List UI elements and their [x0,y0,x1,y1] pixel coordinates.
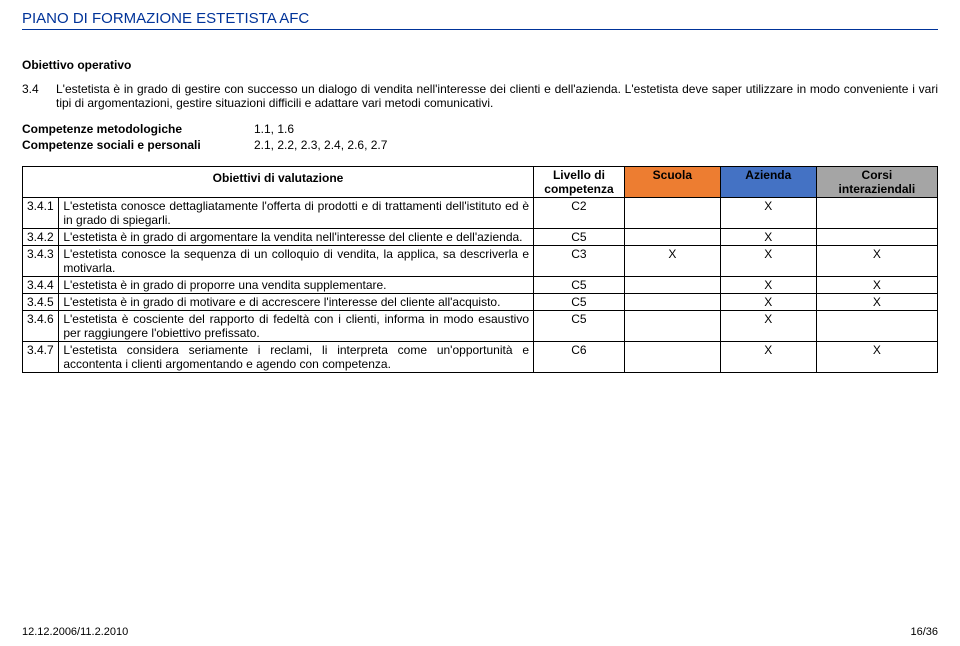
row-courses [816,311,937,342]
page: PIANO DI FORMAZIONE ESTETISTA AFC Obiett… [0,0,960,646]
row-courses: X [816,277,937,294]
row-school [624,311,720,342]
row-objective: L'estetista conosce la sequenza di un co… [59,246,534,277]
row-objective: L'estetista è in grado di proporre una v… [59,277,534,294]
row-company: X [720,246,816,277]
footer-page-number: 16/36 [910,626,938,638]
page-footer: 12.12.2006/11.2.2010 16/36 [22,626,938,638]
evaluation-table: Obiettivi di valutazione Livello di comp… [22,166,938,373]
row-number: 3.4.4 [23,277,59,294]
row-school: X [624,246,720,277]
header-courses-l2: interaziendali [839,182,916,196]
header-level-l1: Livello di [553,168,605,182]
row-number: 3.4.3 [23,246,59,277]
header-objectives: Obiettivi di valutazione [23,167,534,198]
row-number: 3.4.5 [23,294,59,311]
row-number: 3.4.1 [23,198,59,229]
header-company: Azienda [720,167,816,198]
row-objective: L'estetista è in grado di argomentare la… [59,229,534,246]
table-row: 3.4.3L'estetista conosce la sequenza di … [23,246,938,277]
row-school [624,294,720,311]
row-objective: L'estetista considera seriamente i recla… [59,342,534,373]
footer-date: 12.12.2006/11.2.2010 [22,626,128,638]
row-level: C5 [534,277,625,294]
row-company: X [720,198,816,229]
row-number: 3.4.7 [23,342,59,373]
row-school [624,277,720,294]
row-objective: L'estetista conosce dettagliatamente l'o… [59,198,534,229]
table-row: 3.4.6L'estetista è cosciente del rapport… [23,311,938,342]
row-school [624,342,720,373]
competence-line: Competenze metodologiche 1.1, 1.6 [22,122,938,136]
row-courses: X [816,294,937,311]
row-school [624,229,720,246]
table-row: 3.4.2L'estetista è in grado di argomenta… [23,229,938,246]
row-level: C5 [534,229,625,246]
row-level: C5 [534,294,625,311]
competence-value: 1.1, 1.6 [254,122,294,136]
header-level: Livello di competenza [534,167,625,198]
row-objective: L'estetista è in grado di motivare e di … [59,294,534,311]
objective-number: 3.4 [22,82,56,110]
row-level: C3 [534,246,625,277]
row-courses [816,229,937,246]
row-courses: X [816,246,937,277]
row-number: 3.4.2 [23,229,59,246]
row-courses [816,198,937,229]
table-row: 3.4.5L'estetista è in grado di motivare … [23,294,938,311]
row-level: C5 [534,311,625,342]
row-company: X [720,229,816,246]
row-company: X [720,277,816,294]
table-row: 3.4.4L'estetista è in grado di proporre … [23,277,938,294]
row-objective: L'estetista è cosciente del rapporto di … [59,311,534,342]
header-courses: Corsi interaziendali [816,167,937,198]
objective-row: 3.4 L'estetista è in grado di gestire co… [22,82,938,110]
header-courses-l1: Corsi [862,168,893,182]
row-number: 3.4.6 [23,311,59,342]
table-row: 3.4.7L'estetista considera seriamente i … [23,342,938,373]
document-title: PIANO DI FORMAZIONE ESTETISTA AFC [22,10,938,30]
competence-label: Competenze metodologiche [22,122,254,136]
row-level: C2 [534,198,625,229]
table-row: 3.4.1L'estetista conosce dettagliatament… [23,198,938,229]
competence-label: Competenze sociali e personali [22,138,254,152]
row-school [624,198,720,229]
row-company: X [720,311,816,342]
section-label: Obiettivo operativo [22,58,938,72]
competence-line: Competenze sociali e personali 2.1, 2.2,… [22,138,938,152]
row-company: X [720,342,816,373]
row-courses: X [816,342,937,373]
table-header-row: Obiettivi di valutazione Livello di comp… [23,167,938,198]
header-level-l2: competenza [544,182,613,196]
competence-value: 2.1, 2.2, 2.3, 2.4, 2.6, 2.7 [254,138,387,152]
row-level: C6 [534,342,625,373]
row-company: X [720,294,816,311]
header-school: Scuola [624,167,720,198]
objective-text: L'estetista è in grado di gestire con su… [56,82,938,110]
